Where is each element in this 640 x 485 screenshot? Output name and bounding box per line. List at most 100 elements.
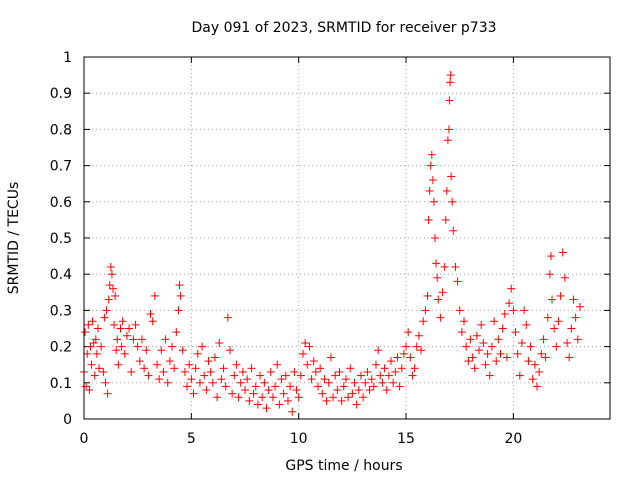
- data-point: [434, 295, 443, 304]
- data-point: [424, 215, 433, 224]
- data-point: [505, 299, 514, 308]
- data-point: [163, 378, 172, 387]
- data-point: [236, 378, 245, 387]
- data-point: [444, 125, 453, 134]
- data-point: [380, 364, 389, 373]
- data-point: [238, 367, 247, 376]
- data-point: [219, 364, 228, 373]
- data-point: [271, 382, 280, 391]
- data-point: [206, 367, 215, 376]
- data-point: [176, 291, 185, 300]
- data-point: [374, 346, 383, 355]
- data-point: [367, 375, 376, 384]
- data-point: [539, 335, 548, 344]
- data-point: [251, 382, 260, 391]
- data-point: [426, 161, 435, 170]
- y-tick-label: 0.2: [50, 340, 72, 356]
- data-point: [335, 367, 344, 376]
- data-point: [275, 400, 284, 409]
- data-point: [535, 367, 544, 376]
- data-point: [127, 367, 136, 376]
- data-point: [389, 378, 398, 387]
- data-point: [346, 364, 355, 373]
- data-point: [475, 346, 484, 355]
- data-point: [178, 346, 187, 355]
- data-point: [515, 371, 524, 380]
- data-point: [193, 349, 202, 358]
- data-point: [112, 346, 121, 355]
- data-point: [565, 353, 574, 362]
- data-point: [87, 360, 96, 369]
- data-point: [322, 396, 331, 405]
- data-point: [554, 317, 563, 326]
- data-point: [260, 378, 269, 387]
- data-point: [442, 186, 451, 195]
- data-point: [129, 335, 138, 344]
- data-point: [462, 342, 471, 351]
- data-point: [258, 393, 267, 402]
- data-point: [541, 353, 550, 362]
- data-point: [247, 364, 256, 373]
- data-point: [511, 328, 520, 337]
- data-point: [573, 335, 582, 344]
- chart-title: Day 091 of 2023, SRMTID for receiver p73…: [191, 20, 496, 36]
- data-point: [86, 342, 95, 351]
- data-point: [157, 346, 166, 355]
- data-point: [114, 360, 123, 369]
- data-point: [118, 317, 127, 326]
- data-point: [500, 310, 509, 319]
- data-point: [245, 396, 254, 405]
- data-point: [266, 367, 275, 376]
- data-point: [429, 197, 438, 206]
- data-point: [337, 396, 346, 405]
- data-point: [537, 349, 546, 358]
- data-point: [100, 313, 109, 322]
- data-point: [84, 320, 93, 329]
- data-point: [172, 328, 181, 337]
- data-point: [131, 320, 140, 329]
- data-point: [85, 386, 94, 395]
- data-point: [438, 288, 447, 297]
- data-point: [352, 400, 361, 409]
- data-point: [329, 393, 338, 402]
- x-tick-label: 20: [504, 431, 522, 447]
- data-point: [150, 291, 159, 300]
- data-point: [148, 317, 157, 326]
- data-point: [348, 389, 357, 398]
- data-point: [195, 378, 204, 387]
- data-point: [447, 172, 456, 181]
- data-point: [520, 306, 529, 315]
- data-point: [144, 371, 153, 380]
- data-point: [498, 324, 507, 333]
- data-point: [502, 353, 511, 362]
- data-point: [292, 386, 301, 395]
- grid-lines: [84, 57, 610, 419]
- data-point: [230, 371, 239, 380]
- data-point: [569, 295, 578, 304]
- data-point: [376, 371, 385, 380]
- data-point: [213, 393, 222, 402]
- data-point: [104, 295, 113, 304]
- data-point: [466, 335, 475, 344]
- data-point: [232, 360, 241, 369]
- data-point: [95, 364, 104, 373]
- data-point: [283, 396, 292, 405]
- data-point: [103, 389, 112, 398]
- data-point: [533, 382, 542, 391]
- data-point: [125, 324, 134, 333]
- data-point: [468, 353, 477, 362]
- data-point: [371, 360, 380, 369]
- data-point: [432, 259, 441, 268]
- data-point: [464, 357, 473, 366]
- data-point: [249, 389, 258, 398]
- data-point: [111, 291, 120, 300]
- data-point: [550, 324, 559, 333]
- data-point: [101, 378, 110, 387]
- data-point: [301, 338, 310, 347]
- data-point: [421, 306, 430, 315]
- data-point: [443, 136, 452, 145]
- data-point: [185, 360, 194, 369]
- data-point: [451, 262, 460, 271]
